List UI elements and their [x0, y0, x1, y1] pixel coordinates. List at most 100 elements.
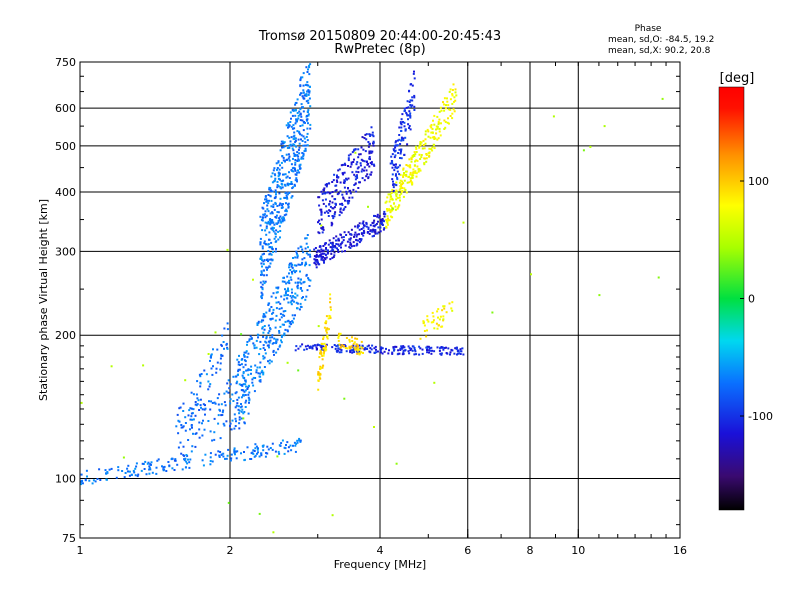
echo-point [293, 441, 296, 444]
echo-point [285, 153, 288, 156]
echo-point [424, 130, 427, 133]
echo-point [197, 399, 200, 402]
echo-point [281, 183, 284, 186]
echo-point [240, 403, 242, 405]
echo-point [426, 128, 429, 131]
echo-point [395, 462, 398, 465]
echo-point [294, 169, 297, 172]
echo-point [223, 401, 226, 404]
echo-point [298, 159, 300, 162]
echo-point [320, 352, 323, 354]
echo-point [247, 352, 250, 355]
echo-point [390, 208, 393, 211]
echo-point [260, 320, 263, 323]
echo-point [244, 394, 247, 396]
echo-point [195, 404, 198, 407]
echo-point [356, 167, 359, 170]
echo-point [296, 302, 299, 305]
echo-point [226, 454, 229, 457]
echo-point [302, 84, 305, 87]
echo-point [290, 262, 293, 265]
echo-point [182, 445, 185, 448]
echo-point [321, 343, 324, 345]
echo-point [265, 337, 268, 340]
echo-point [270, 258, 273, 261]
echo-point [331, 191, 334, 193]
echo-point [315, 254, 318, 256]
echo-point [236, 402, 239, 405]
echo-point [217, 422, 220, 425]
echo-point [439, 106, 442, 109]
echo-point [173, 459, 176, 462]
echo-point [173, 469, 176, 471]
echo-point [94, 480, 97, 483]
echo-point [405, 106, 408, 109]
echo-point [292, 257, 294, 259]
echo-point [429, 136, 432, 139]
echo-point [341, 204, 344, 206]
echo-point [309, 345, 312, 348]
echo-point [272, 342, 275, 344]
echo-point [302, 135, 305, 138]
echo-point [336, 344, 339, 347]
echo-point [389, 204, 392, 207]
echo-point [301, 152, 304, 154]
echo-point [240, 417, 243, 420]
echo-point [340, 236, 343, 239]
echo-point [342, 181, 345, 184]
echo-point [293, 131, 296, 134]
echo-point [284, 328, 287, 331]
echo-point [322, 259, 325, 262]
echo-point [302, 72, 305, 75]
echo-point [308, 97, 311, 100]
echo-point [298, 165, 301, 168]
echo-point [414, 171, 417, 174]
echo-point [198, 428, 201, 431]
echo-point [298, 437, 301, 440]
echo-point [355, 345, 358, 348]
echo-point [445, 346, 447, 349]
echo-point [277, 286, 280, 289]
echo-point [347, 154, 350, 157]
echo-point [248, 391, 251, 394]
echo-point [401, 138, 403, 140]
echo-point [287, 450, 290, 453]
echo-point [383, 210, 386, 213]
echo-point [267, 210, 270, 213]
echo-point [184, 457, 187, 460]
echo-point [269, 190, 272, 193]
echo-point [209, 356, 212, 359]
echo-point [322, 245, 325, 247]
echo-point [413, 347, 416, 349]
echo-point [371, 221, 374, 224]
echo-point [438, 318, 441, 321]
echo-point [342, 163, 344, 166]
echo-point [456, 349, 459, 352]
echo-point [265, 341, 268, 344]
echo-point [409, 104, 412, 106]
echo-point [261, 265, 263, 268]
echo-point [393, 164, 395, 166]
echo-point [271, 248, 274, 251]
echo-point [402, 351, 405, 354]
echo-point [379, 230, 382, 233]
echo-point [274, 250, 277, 253]
echo-point [435, 128, 437, 131]
echo-point [447, 117, 449, 120]
echo-point [303, 348, 306, 351]
echo-point [243, 355, 246, 358]
echo-point [415, 175, 418, 178]
x-tick-label: 2 [227, 544, 234, 557]
echo-point [422, 144, 425, 146]
echo-point [290, 181, 293, 183]
echo-point [354, 348, 357, 351]
echo-point [442, 318, 445, 321]
echo-point [188, 409, 191, 412]
echo-point [281, 186, 284, 189]
echo-point [201, 434, 204, 437]
echo-point [287, 157, 290, 160]
echo-point [274, 216, 277, 218]
echo-point [318, 196, 321, 199]
echo-point [279, 302, 282, 305]
echo-point [333, 344, 336, 346]
